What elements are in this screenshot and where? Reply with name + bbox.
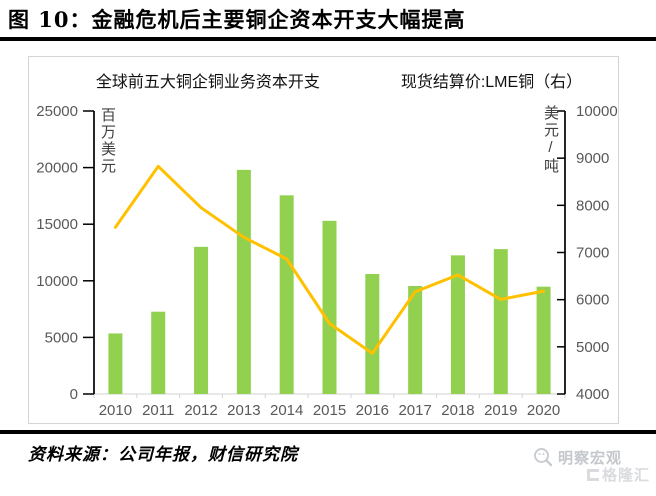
x-axis-label: 2018 — [441, 402, 474, 419]
x-axis-label: 2015 — [313, 402, 346, 419]
bar-2015 — [322, 220, 337, 394]
right-axis-tick-label: 7000 — [576, 245, 609, 262]
bar-2013 — [236, 169, 251, 394]
right-axis-tick-label: 6000 — [576, 292, 609, 309]
left-axis-tick-label: 25000 — [36, 103, 78, 120]
bar-2017 — [408, 286, 423, 394]
x-axis-label: 2020 — [527, 402, 560, 419]
left-axis-tick-label: 20000 — [36, 160, 78, 177]
bar-2020 — [536, 286, 551, 394]
watermark-platform: 格隆汇 — [601, 467, 650, 484]
bar-2018 — [450, 255, 465, 394]
magnifier-icon — [534, 448, 553, 467]
bar-2019 — [493, 249, 508, 394]
left-axis-tick-label: 0 — [70, 386, 78, 403]
x-axis-label: 2016 — [356, 402, 389, 419]
gelonghui-logo-icon — [586, 468, 599, 481]
x-axis-label: 2013 — [227, 402, 260, 419]
x-axis-label: 2017 — [398, 402, 431, 419]
source-text: 资料来源：公司年报，财信研究院 — [28, 445, 298, 465]
line-swatch-icon — [350, 79, 394, 82]
watermark-row-2: 格隆汇 — [532, 464, 652, 485]
right-axis-tick-label: 9000 — [576, 150, 609, 167]
bar-2010 — [108, 333, 123, 394]
bar-2014 — [279, 195, 294, 394]
price-line — [113, 164, 546, 355]
left-axis-tick-label: 10000 — [36, 273, 78, 290]
left-axis-tick-label: 5000 — [45, 329, 78, 346]
legend-item-capex: 全球前五大铜企铜业务资本开支 — [65, 68, 320, 92]
x-axis-label: 2019 — [484, 402, 517, 419]
bar-2011 — [151, 311, 166, 394]
bottom-rule — [0, 430, 656, 434]
left-axis-tick-label: 15000 — [36, 216, 78, 233]
right-axis-tick-label: 5000 — [576, 339, 609, 356]
x-axis-label: 2011 — [142, 402, 174, 419]
chart: 0 5000 10000 15000 20000 25000 4000 5000 6000 700… — [28, 56, 619, 424]
watermark-row-1: 明察宏观 — [532, 446, 652, 468]
plot-area: 0 5000 10000 15000 20000 25000 4000 5000 6000 700… — [36, 103, 618, 419]
x-axis-label: 2012 — [184, 402, 217, 419]
left-axis-title: 百万美元 — [99, 107, 116, 175]
bar-swatch-icon — [65, 75, 89, 85]
watermark: 明察宏观 格隆汇 — [532, 446, 652, 485]
watermark-brand: 明察宏观 — [558, 449, 623, 467]
right-axis-tick-label: 4000 — [576, 386, 609, 403]
x-axis-label: 2010 — [99, 402, 132, 419]
legend: 全球前五大铜企铜业务资本开支 现货结算价:LME铜（右） — [29, 68, 618, 92]
right-axis-tick-label: 10000 — [576, 103, 618, 120]
x-axis-label: 2014 — [270, 402, 303, 419]
right-axis-title: 美元/吨 — [542, 105, 559, 175]
top-rule — [0, 37, 656, 41]
bar-2012 — [194, 246, 209, 394]
bar-2016 — [365, 274, 380, 394]
legend-label-capex: 全球前五大铜企铜业务资本开支 — [95, 74, 320, 91]
legend-item-price: 现货结算价:LME铜（右） — [350, 68, 582, 92]
figure-title: 图 10：金融危机后主要铜企资本开支大幅提高 — [8, 7, 466, 32]
right-axis-tick-label: 8000 — [576, 197, 609, 214]
legend-label-price: 现货结算价:LME铜（右） — [400, 74, 583, 91]
